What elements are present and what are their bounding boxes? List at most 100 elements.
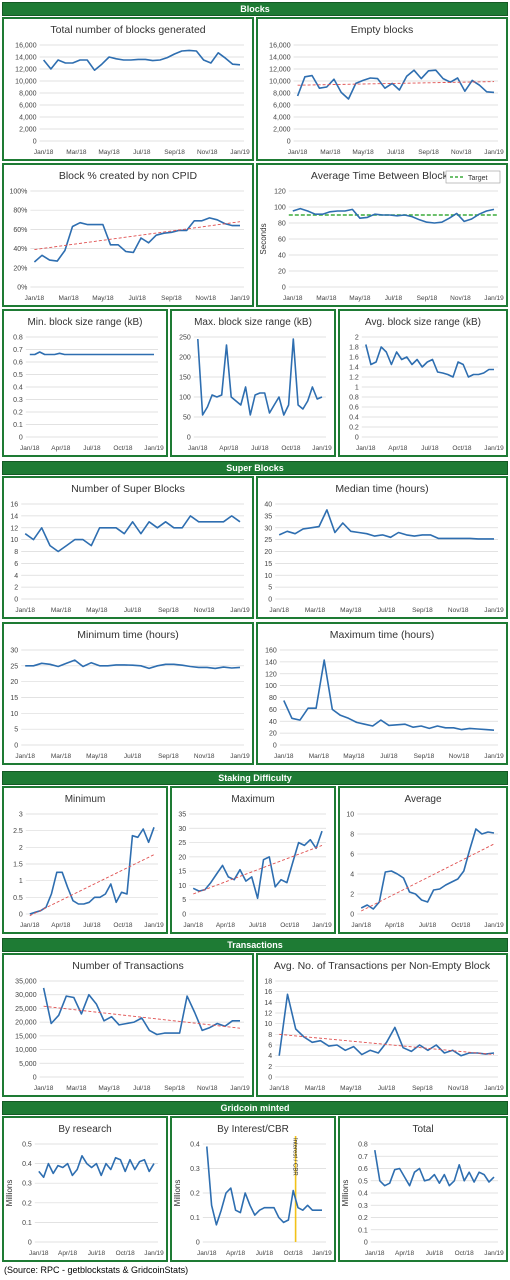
x-tick-label: Nov/18 bbox=[448, 1085, 469, 1092]
chart-title: Avg. No. of Transactions per Non-Empty B… bbox=[274, 960, 491, 972]
x-tick-label: Mar/18 bbox=[51, 753, 72, 760]
y-tick-label: 0 bbox=[28, 1240, 32, 1247]
y-tick-label: 0.1 bbox=[22, 1220, 32, 1227]
x-tick-label: Jan/19 bbox=[230, 607, 250, 614]
trend-line bbox=[29, 854, 155, 917]
chart-svg: Median time (hours) 0 5 10 15 20 25 30 35 40 Jan/1… bbox=[264, 483, 504, 614]
y-tick-label: 20,000 bbox=[15, 1020, 37, 1027]
x-tick-label: Jul/18 bbox=[378, 1085, 396, 1092]
x-tick-label: Jan/19 bbox=[312, 445, 332, 452]
chart-svg: Total Millions 0 0.1 0.2 0.3 0.4 0.5 0.6 0.7 0.8 Ja… bbox=[341, 1124, 504, 1257]
x-tick-label: Jan/18 bbox=[25, 295, 45, 302]
x-tick-label: Sep/18 bbox=[161, 295, 182, 302]
y-tick-label: 8 bbox=[350, 832, 354, 839]
y-tick-label: 0.1 bbox=[13, 422, 23, 429]
chart-title: Min. block size range (kB) bbox=[27, 317, 142, 328]
y-tick-label: 2 bbox=[19, 845, 23, 852]
x-tick-label: Jan/18 bbox=[34, 149, 54, 156]
y-tick-label: 0.1 bbox=[190, 1215, 200, 1222]
y-tick-label: 50 bbox=[183, 415, 191, 422]
y-tick-label: 80 bbox=[278, 221, 286, 228]
x-tick-label: Sep/18 bbox=[158, 753, 179, 760]
x-tick-label: May/18 bbox=[340, 607, 362, 614]
y-tick-label: 16,000 bbox=[15, 43, 37, 50]
trend-line bbox=[297, 81, 495, 86]
y-tick-label: 2 bbox=[14, 585, 18, 592]
y-tick-label: 0.8 bbox=[358, 1142, 368, 1149]
series-line bbox=[33, 217, 240, 263]
y-tick-label: 0.2 bbox=[349, 425, 359, 432]
y-tick-label: 1.6 bbox=[349, 355, 359, 362]
x-tick-label: Jan/18 bbox=[269, 607, 289, 614]
series-line bbox=[42, 49, 241, 72]
series-line bbox=[292, 207, 495, 224]
y-tick-label: 30 bbox=[264, 525, 272, 532]
y-tick-label: 2 bbox=[350, 892, 354, 899]
x-tick-label: Nov/18 bbox=[194, 607, 215, 614]
y-axis-label: Seconds bbox=[259, 223, 268, 254]
x-tick-label: Jul/18 bbox=[124, 753, 142, 760]
y-tick-label: 2.5 bbox=[13, 828, 23, 835]
x-tick-label: Jan/18 bbox=[288, 149, 308, 156]
x-tick-label: Jan/19 bbox=[230, 753, 250, 760]
chart-num-super-blocks: Number of Super Blocks 0 2 4 6 8 10 12 14 16 Jan/1… bbox=[2, 476, 254, 619]
y-tick-label: 40% bbox=[13, 246, 27, 253]
x-tick-label: Mar/18 bbox=[59, 295, 80, 302]
y-tick-label: 20 bbox=[269, 731, 277, 738]
y-tick-label: 5 bbox=[268, 585, 272, 592]
chart-svg: Minimum 0 0.5 1 1.5 2 2.5 3 Jan/18 Apr/18 Jul/18 Oc… bbox=[13, 794, 164, 929]
y-tick-label: 0.8 bbox=[349, 395, 359, 402]
x-tick-label: Jan/19 bbox=[230, 1085, 250, 1092]
x-tick-label: Jan/18 bbox=[188, 445, 208, 452]
x-tick-label: Apr/18 bbox=[395, 1250, 415, 1257]
x-tick-label: Jan/19 bbox=[484, 1085, 504, 1092]
x-tick-label: Oct/18 bbox=[280, 922, 300, 929]
chart-title: Max. block size range (kB) bbox=[194, 317, 312, 328]
x-tick-label: Nov/18 bbox=[194, 753, 215, 760]
y-tick-label: 10 bbox=[346, 812, 354, 819]
x-tick-label: Apr/18 bbox=[51, 445, 71, 452]
y-tick-label: 0 bbox=[182, 912, 186, 919]
x-tick-label: Nov/18 bbox=[449, 753, 470, 760]
chart-num-transactions: Number of Transactions 0 5,000 10,000 15,000… bbox=[2, 953, 254, 1097]
x-tick-label: Apr/18 bbox=[219, 445, 239, 452]
chart-svg: Maximum 0 5 10 15 20 25 30 35 Jan/18 Apr/18 Jul/18 O… bbox=[178, 794, 332, 929]
y-tick-label: 14,000 bbox=[269, 55, 291, 62]
x-tick-label: Jul/18 bbox=[256, 1250, 274, 1257]
y-tick-label: 10,000 bbox=[15, 1047, 37, 1054]
y-tick-label: 35,000 bbox=[15, 979, 37, 986]
chart-title: Average bbox=[404, 794, 442, 805]
y-tick-label: 0 bbox=[268, 1075, 272, 1082]
chart-svg: Maximum time (hours) 0 20 40 60 80 100 120 140 16… bbox=[265, 629, 504, 760]
chart-max-block-size: Max. block size range (kB) 0 50 100 150 200 25… bbox=[170, 309, 336, 457]
x-tick-label: Oct/18 bbox=[284, 1250, 304, 1257]
x-tick-label: Jul/18 bbox=[133, 1085, 151, 1092]
x-tick-label: Jan/19 bbox=[484, 149, 504, 156]
x-tick-label: Jan/19 bbox=[312, 922, 332, 929]
y-tick-label: 0 bbox=[33, 139, 37, 146]
y-tick-label: 20 bbox=[10, 679, 18, 686]
series-line bbox=[206, 1146, 322, 1226]
y-tick-label: 20 bbox=[278, 269, 286, 276]
chart-svg: By research Millions 0 0.1 0.2 0.3 0.4 0.5 Jan/1… bbox=[5, 1124, 164, 1257]
legend-label: Target bbox=[468, 175, 488, 182]
series-line bbox=[192, 830, 323, 900]
x-tick-label: Sep/18 bbox=[164, 149, 185, 156]
y-tick-label: 1.4 bbox=[349, 365, 359, 372]
chart-avg-tx-per-block: Avg. No. of Transactions per Non-Empty B… bbox=[256, 953, 508, 1097]
y-tick-label: 0 bbox=[187, 435, 191, 442]
x-tick-label: Nov/18 bbox=[451, 149, 472, 156]
x-tick-label: Sep/18 bbox=[414, 753, 435, 760]
x-tick-label: May/18 bbox=[349, 295, 371, 302]
x-tick-label: Nov/18 bbox=[448, 607, 469, 614]
x-tick-label: Apr/18 bbox=[51, 922, 71, 929]
y-tick-label: 0 bbox=[355, 435, 359, 442]
y-tick-label: 8 bbox=[14, 549, 18, 556]
x-tick-label: Sep/18 bbox=[418, 149, 439, 156]
y-tick-label: 35 bbox=[178, 812, 186, 819]
series-line bbox=[42, 987, 240, 1036]
chart-diff-maximum: Maximum 0 5 10 15 20 25 30 35 Jan/18 Apr/18 Jul/18 O… bbox=[170, 786, 336, 934]
y-tick-label: 20 bbox=[178, 854, 186, 861]
y-tick-label: 14,000 bbox=[15, 55, 37, 62]
chart-diff-minimum: Minimum 0 0.5 1 1.5 2 2.5 3 Jan/18 Apr/18 Jul/18 Oc… bbox=[2, 786, 168, 934]
